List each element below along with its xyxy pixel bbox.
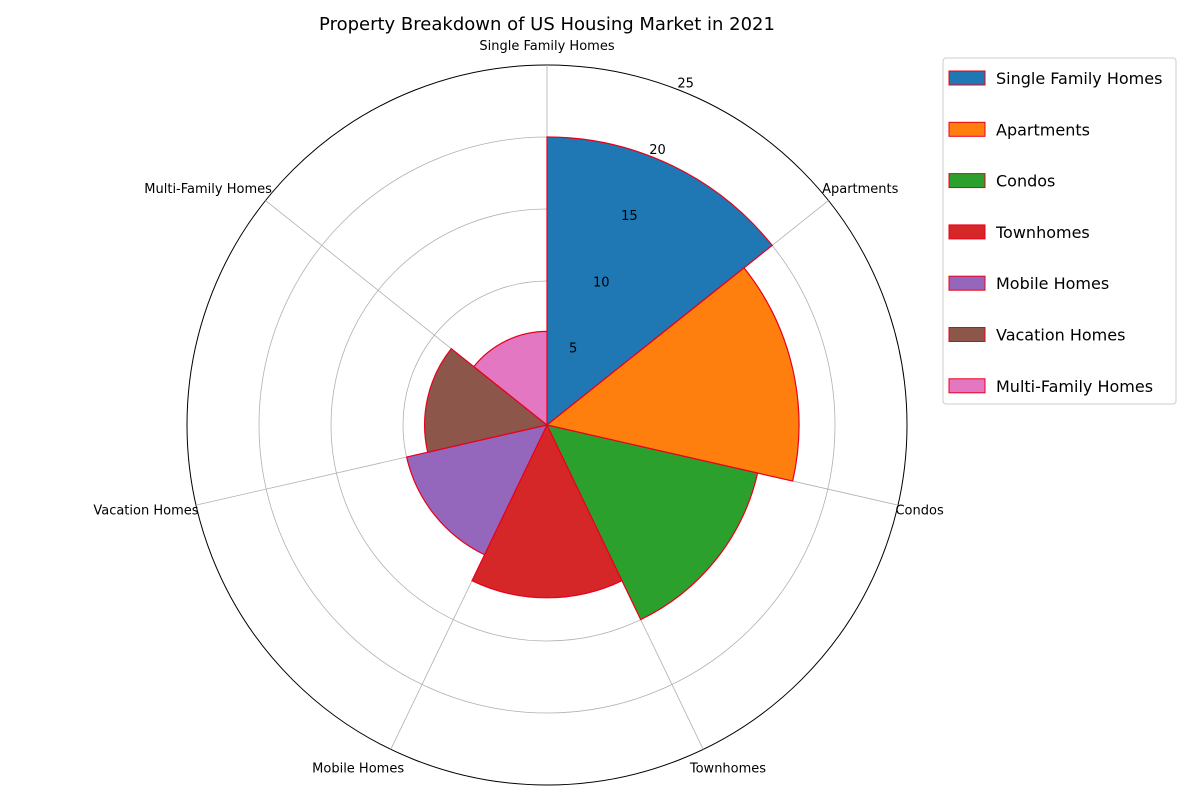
- category-label: Townhomes: [689, 761, 766, 776]
- radial-tick-label: 20: [649, 143, 666, 158]
- legend-swatch: [949, 276, 985, 290]
- radial-tick-label: 15: [621, 209, 638, 224]
- legend-label: Single Family Homes: [996, 69, 1162, 88]
- legend-swatch: [949, 174, 985, 188]
- category-label: Multi-Family Homes: [144, 182, 272, 197]
- category-label: Mobile Homes: [312, 761, 404, 776]
- legend-swatch: [949, 379, 985, 393]
- category-label: Condos: [895, 504, 943, 519]
- legend-swatch: [949, 71, 985, 85]
- legend-label: Mobile Homes: [996, 274, 1109, 293]
- category-label: Single Family Homes: [479, 39, 614, 54]
- bars: [407, 137, 799, 620]
- category-label: Vacation Homes: [93, 504, 198, 519]
- legend-swatch: [949, 225, 985, 239]
- legend-label: Apartments: [996, 120, 1090, 139]
- legend-label: Vacation Homes: [996, 326, 1125, 345]
- radial-tick-label: 5: [569, 342, 577, 357]
- legend-label: Multi-Family Homes: [996, 377, 1153, 396]
- legend: Single Family Homes Apartments Condos Townh…: [943, 58, 1176, 404]
- legend-label: Condos: [996, 172, 1055, 191]
- radial-tick-label: 10: [593, 275, 610, 290]
- chart-title: Property Breakdown of US Housing Market …: [319, 14, 775, 35]
- legend-swatch: [949, 122, 985, 136]
- category-label: Apartments: [822, 182, 899, 197]
- radial-tick-label: 25: [677, 77, 694, 92]
- legend-label: Townhomes: [995, 223, 1090, 242]
- legend-swatch: [949, 328, 985, 342]
